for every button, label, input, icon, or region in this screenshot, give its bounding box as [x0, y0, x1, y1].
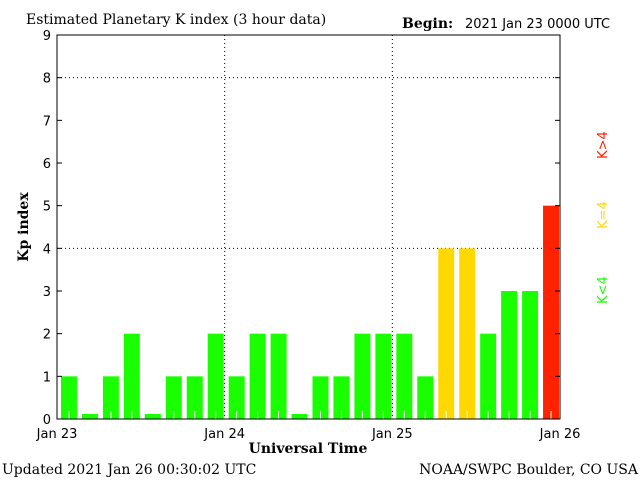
y-tick-label: 3: [43, 285, 51, 300]
bar: [522, 291, 539, 419]
x-tick-label: Jan 23: [36, 427, 78, 442]
bar: [312, 376, 329, 419]
bar: [459, 248, 476, 419]
bar: [123, 333, 140, 419]
bar: [270, 333, 287, 419]
bar: [543, 205, 559, 419]
chart-title: Estimated Planetary K index (3 hour data…: [26, 12, 326, 28]
source-text: NOAA/SWPC Boulder, CO USA: [419, 462, 639, 478]
legend-low: K<4: [596, 276, 611, 304]
x-axis-label: Universal Time: [249, 441, 368, 457]
bar: [81, 414, 98, 419]
bar: [501, 291, 518, 419]
bar: [228, 376, 245, 419]
x-tick-label: Jan 25: [371, 427, 413, 442]
bar: [480, 333, 497, 419]
y-tick-label: 0: [43, 413, 51, 428]
legend-high: K>4: [596, 131, 611, 159]
bar: [186, 376, 203, 419]
bar: [375, 333, 392, 419]
x-tick-label: Jan 26: [539, 427, 581, 442]
bar: [396, 333, 413, 419]
y-tick-label: 5: [43, 200, 51, 215]
bar: [61, 376, 77, 419]
bar: [438, 248, 455, 419]
updated-text: Updated 2021 Jan 26 00:30:02 UTC: [2, 462, 256, 478]
bar: [291, 414, 308, 419]
bar: [417, 376, 434, 419]
begin-value: 2021 Jan 23 0000 UTC: [465, 17, 610, 32]
y-tick-label: 7: [43, 114, 51, 129]
bar: [249, 333, 266, 419]
y-tick-label: 2: [43, 328, 51, 343]
begin-label: Begin:: [402, 16, 453, 32]
bar: [144, 414, 161, 419]
bar: [207, 333, 224, 419]
bar: [165, 376, 182, 419]
y-tick-label: 9: [43, 29, 51, 44]
y-tick-label: 8: [43, 72, 51, 87]
bar: [354, 333, 371, 419]
y-axis-label: Kp index: [16, 192, 32, 262]
plot-frame: [56, 34, 561, 420]
y-tick-label: 1: [43, 370, 51, 385]
y-tick-label: 4: [43, 242, 51, 257]
y-tick-label: 6: [43, 157, 51, 172]
x-tick-label: Jan 24: [203, 427, 245, 442]
legend-threshold: K=4: [596, 201, 611, 229]
bar: [102, 376, 119, 419]
bar: [333, 376, 350, 419]
